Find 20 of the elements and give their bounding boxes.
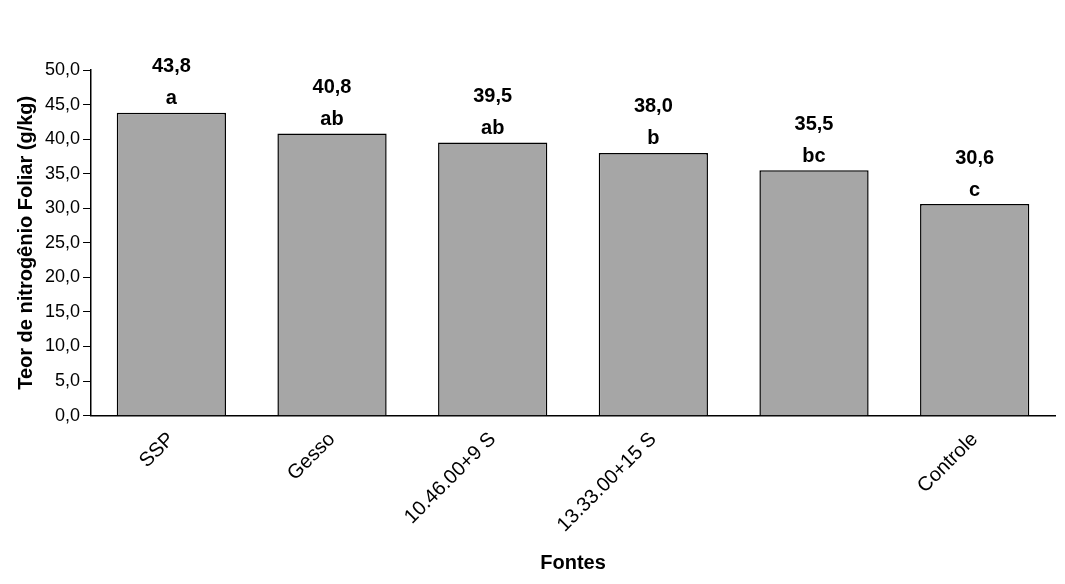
data-label: 39,5 ab — [473, 84, 513, 139]
data-label: 40,8 ab — [312, 75, 352, 130]
y-tick-label: 10,0 — [44, 335, 81, 356]
data-label: 43,8 a — [151, 54, 191, 109]
y-tick-label: 30,0 — [44, 197, 81, 218]
y-tick-label: 40,0 — [44, 128, 81, 149]
x-axis-title: Fontes — [540, 550, 606, 573]
data-label: 30,6 c — [955, 145, 995, 200]
y-tick-label: 25,0 — [44, 231, 81, 252]
y-tick-label: 50,0 — [44, 58, 81, 79]
y-tick-label: 20,0 — [44, 266, 81, 287]
y-tick-label: 15,0 — [44, 300, 81, 321]
y-axis-title: Teor de nitrogênio Foliar (g/kg) — [13, 95, 36, 390]
y-tick-label: 35,0 — [44, 162, 81, 183]
data-label: 38,0 b — [633, 94, 673, 149]
y-tick-label: 0,0 — [55, 404, 81, 425]
y-tick-label: 5,0 — [55, 370, 81, 391]
y-tick-label: 45,0 — [44, 93, 81, 114]
x-tick-label: SSP — [134, 427, 179, 472]
data-label: 35,5 bc — [794, 111, 834, 166]
